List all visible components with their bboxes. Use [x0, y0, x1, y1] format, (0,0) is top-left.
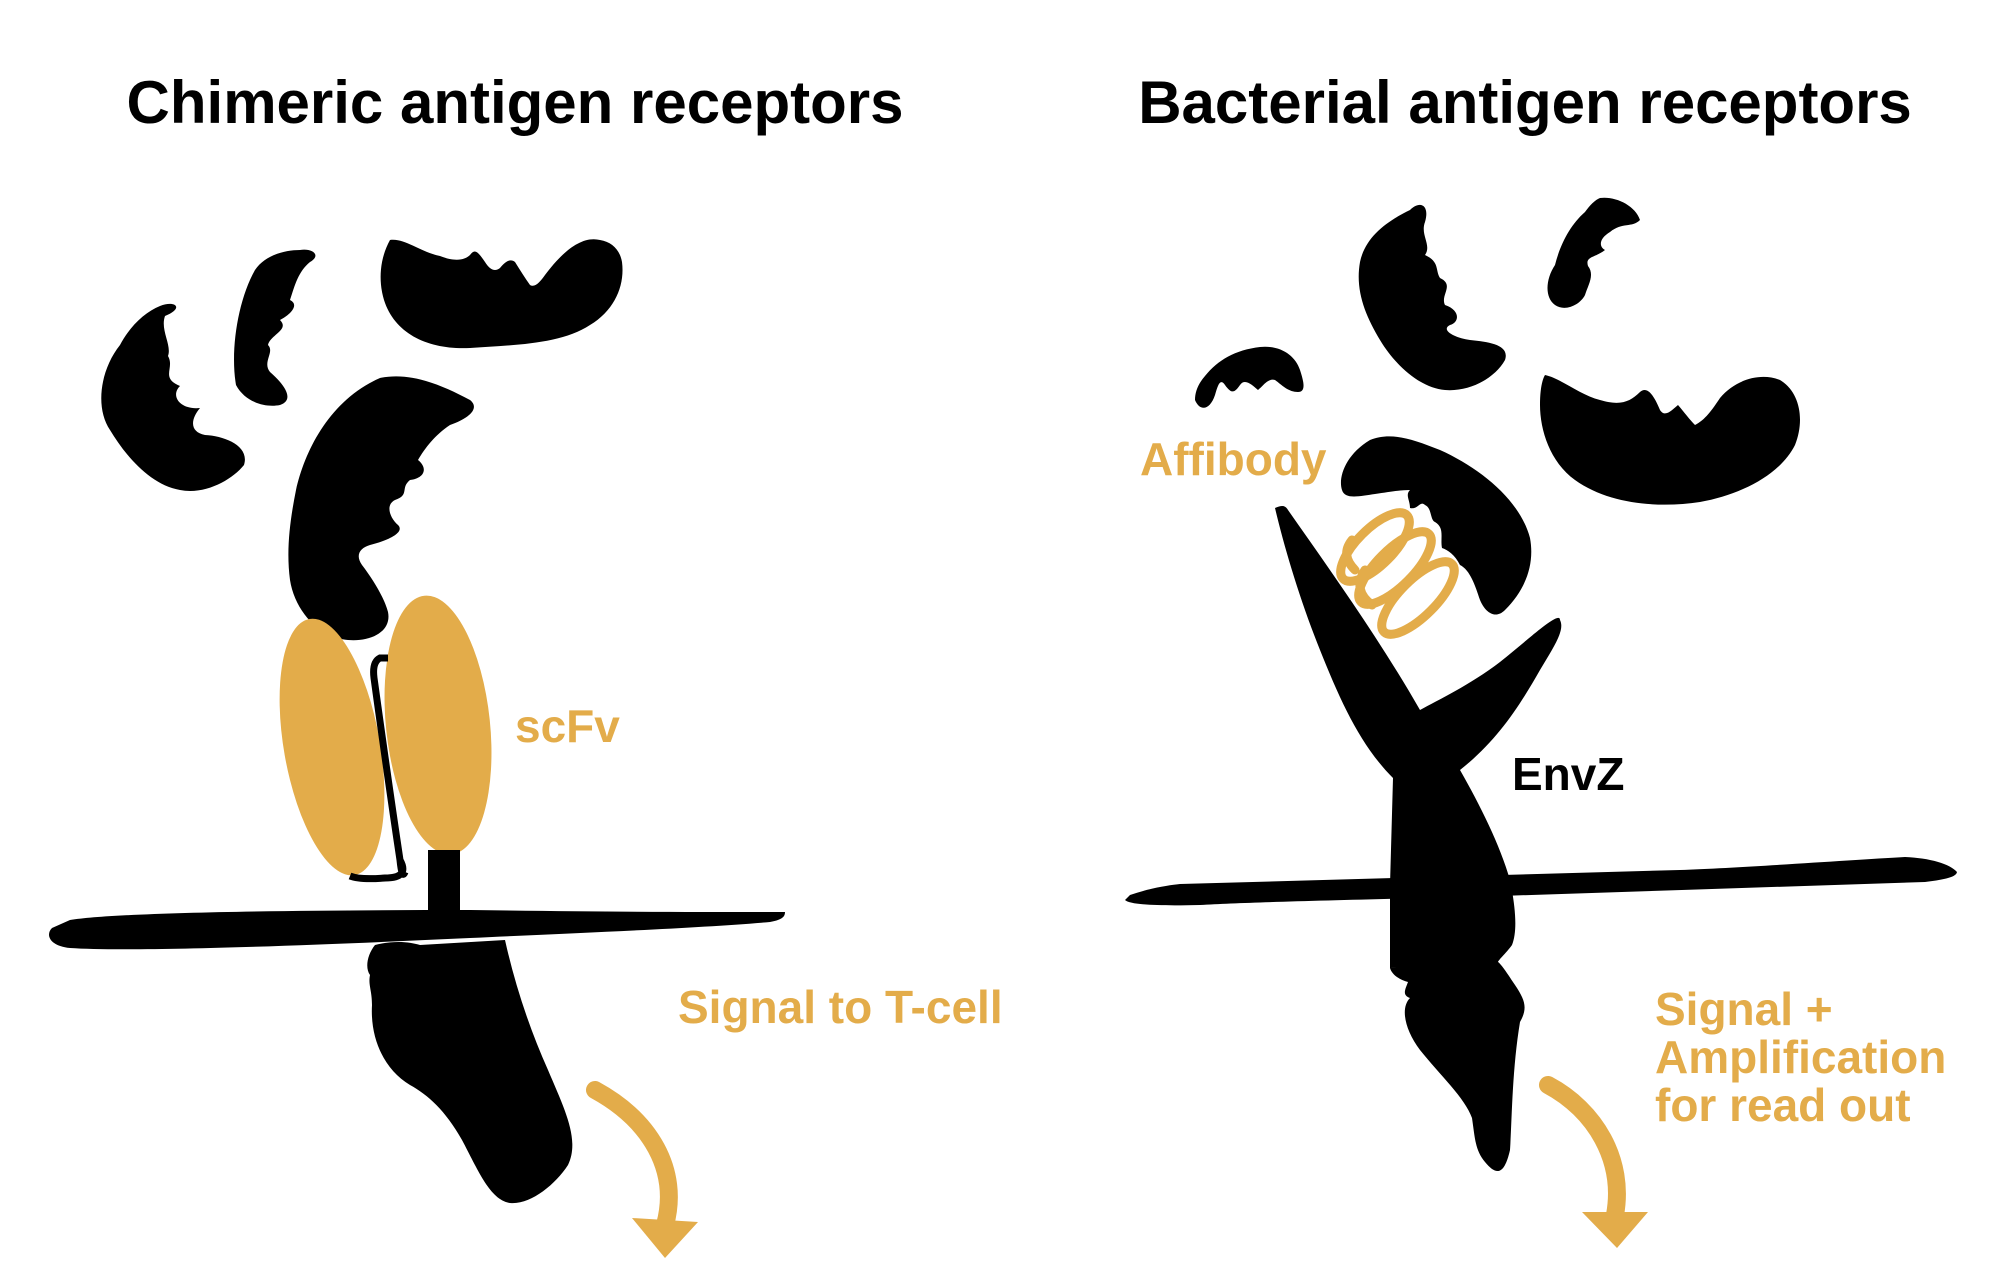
antigen-shape-3	[380, 239, 623, 349]
car-signal-label: Signal to T-cell	[678, 981, 1003, 1033]
bacterial-signal-label: Signal + Amplification for read out	[1655, 983, 1959, 1131]
envz-receptor	[1275, 505, 1562, 968]
antigen-shape-2	[234, 249, 316, 406]
car-signaling-domain	[367, 940, 573, 1204]
affibody-helices	[1336, 508, 1459, 639]
antigen-shape-5	[1547, 197, 1640, 308]
bacterial-panel: Bacterial antigen receptors Affibody Env…	[1125, 69, 1959, 1248]
scfv-label: scFv	[515, 700, 620, 752]
bacterial-signal-line-1: Signal +	[1655, 983, 1833, 1035]
scfv-light-chain	[279, 618, 385, 876]
car-signal-arrowhead	[632, 1218, 698, 1258]
bacterial-signal-arrowhead	[1582, 1212, 1648, 1248]
scfv-heavy-chain	[384, 595, 492, 855]
bacterial-cell-membrane	[1125, 857, 1957, 906]
antigen-shape-7	[1540, 375, 1800, 505]
antigen-shape-6	[1195, 346, 1304, 408]
car-hinge	[428, 850, 460, 912]
antigen-shape-1	[101, 303, 245, 491]
antigen-shape-4	[1358, 204, 1506, 391]
affibody-label: Affibody	[1140, 433, 1327, 485]
bacterial-signal-arrow	[1539, 1076, 1626, 1224]
target-antigen	[1340, 436, 1532, 615]
scfv-linker	[348, 654, 409, 883]
target-antigen	[288, 376, 474, 641]
car-cell-membrane	[49, 910, 786, 950]
envz-cytoplasmic-domain	[1390, 960, 1525, 1172]
car-panel-title: Chimeric antigen receptors	[127, 69, 904, 136]
car-panel: Chimeric antigen receptors scFv Signal t…	[49, 69, 1003, 1258]
bacterial-signal-line-2: Amplification	[1655, 1031, 1946, 1083]
bacterial-panel-title: Bacterial antigen receptors	[1138, 69, 1912, 136]
car-signal-arrow	[586, 1081, 678, 1234]
bacterial-signal-line-3: for read out	[1655, 1079, 1911, 1131]
envz-label: EnvZ	[1512, 748, 1624, 800]
